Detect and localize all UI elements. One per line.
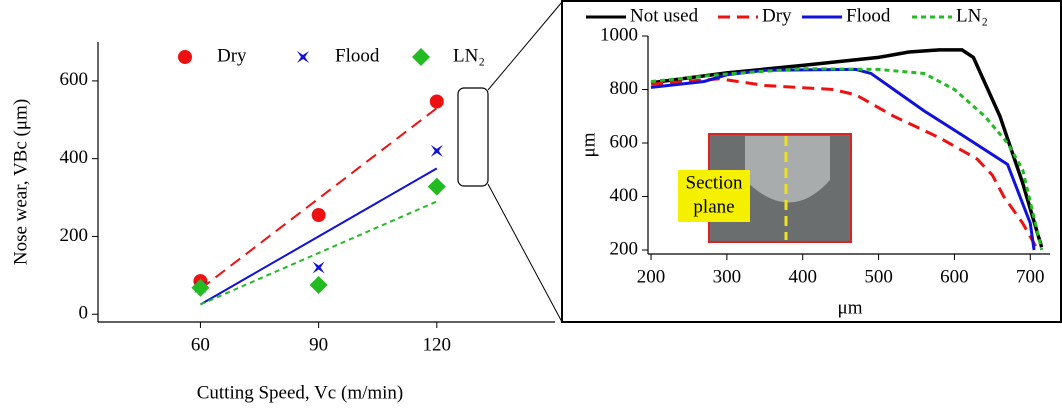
legend-label: LN₂	[453, 45, 485, 66]
annotation: plane	[693, 196, 734, 217]
legend-label: Flood	[335, 45, 380, 66]
marker	[178, 50, 192, 64]
x-tick-label: 60	[191, 334, 210, 355]
y-axis-label: μm	[578, 132, 599, 157]
zoom-line	[488, 2, 562, 90]
x-axis-label: Cutting Speed, Vc (m/min)	[197, 382, 404, 403]
legend-label: Dry	[217, 45, 247, 66]
legend-label: Flood	[846, 5, 891, 26]
marker	[310, 276, 328, 294]
marker	[313, 262, 325, 274]
x-tick-label: 120	[423, 334, 452, 355]
x-tick-label: 700	[1016, 266, 1045, 287]
marker	[430, 95, 444, 109]
y-tick-label: 200	[60, 225, 89, 246]
x-tick-label: 300	[713, 266, 742, 287]
marker	[412, 48, 430, 66]
legend-label: Not used	[630, 5, 699, 26]
zoom-line	[488, 184, 562, 322]
y-tick-label: 400	[60, 147, 89, 168]
marker	[312, 208, 326, 222]
marker	[428, 178, 446, 196]
x-tick-label: 400	[788, 266, 817, 287]
zoom-box	[458, 88, 488, 186]
x-tick-label: 200	[637, 266, 666, 287]
y-tick-label: 400	[610, 185, 639, 206]
y-tick-label: 600	[610, 131, 639, 152]
trend-line	[200, 108, 436, 289]
y-tick-label: 200	[610, 238, 639, 259]
y-tick-label: 600	[60, 69, 89, 90]
figure: 0 200 400 600 60 90 120 Cutting Speed, Vc (m/mi…	[0, 0, 1062, 414]
y-tick-label: 1000	[600, 24, 638, 45]
y-axis-label: Nose wear, VBc (μm)	[10, 99, 31, 265]
x-axis-label: μm	[838, 297, 863, 318]
x-tick-label: 600	[940, 266, 969, 287]
marker	[431, 145, 443, 157]
legend-label: Dry	[762, 5, 792, 26]
annotation: Section	[686, 172, 743, 193]
y-tick-label: 800	[610, 78, 639, 99]
y-tick-label: 0	[79, 303, 89, 324]
x-tick-label: 90	[309, 334, 328, 355]
legend-label: LN₂	[956, 5, 988, 26]
marker	[297, 51, 309, 63]
x-tick-label: 500	[864, 266, 893, 287]
